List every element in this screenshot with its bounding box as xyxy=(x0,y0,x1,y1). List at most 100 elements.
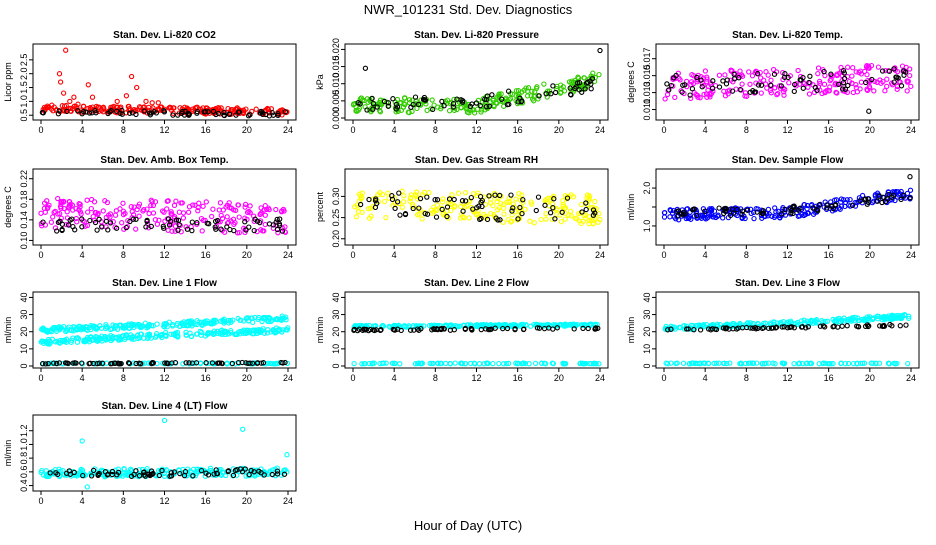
data-point xyxy=(370,360,376,366)
data-point xyxy=(576,80,583,86)
data-point xyxy=(704,76,710,82)
data-point xyxy=(180,361,186,367)
x-tick-label: 16 xyxy=(513,373,523,383)
data-point xyxy=(67,108,74,114)
data-point xyxy=(800,85,806,91)
data-point xyxy=(716,72,723,78)
data-point xyxy=(227,329,234,336)
data-point xyxy=(680,323,687,329)
y-axis-label: Licor ppm xyxy=(3,62,13,102)
data-point xyxy=(503,360,509,367)
data-point xyxy=(419,216,425,222)
x-tick-label: 20 xyxy=(554,373,564,383)
y-tick-label: 0.015 xyxy=(331,55,341,78)
data-point xyxy=(534,325,541,331)
data-point xyxy=(903,322,909,328)
data-point xyxy=(218,226,224,232)
data-point xyxy=(248,467,254,474)
data-point xyxy=(414,196,421,202)
data-point xyxy=(63,102,69,109)
data-point xyxy=(71,469,77,476)
data-point xyxy=(757,75,764,81)
data-point xyxy=(250,327,256,333)
data-point xyxy=(221,109,227,116)
data-point xyxy=(857,68,864,74)
data-point xyxy=(89,337,96,343)
data-point xyxy=(722,72,728,78)
data-point xyxy=(840,68,847,74)
data-point xyxy=(277,327,283,333)
data-point xyxy=(414,212,421,218)
panel-title: Stan. Dev. Li-820 Temp. xyxy=(732,30,843,41)
data-point xyxy=(38,339,44,345)
data-point xyxy=(221,320,227,326)
data-point xyxy=(396,190,402,196)
data-point xyxy=(487,200,494,206)
data-point xyxy=(39,361,46,367)
data-point xyxy=(791,325,797,331)
data-point xyxy=(380,322,386,329)
y-tick-label: 0.30 xyxy=(331,188,341,206)
data-point xyxy=(369,95,375,102)
data-point xyxy=(549,360,556,366)
data-point xyxy=(713,360,719,366)
data-point xyxy=(808,317,814,323)
data-point xyxy=(725,91,731,97)
x-tick-label: 4 xyxy=(703,250,708,260)
chart-panel: Stan. Dev. Sample Flow 0 4 8 12 16 20 24 1.0 2.0 m… xyxy=(626,155,920,260)
data-point xyxy=(427,360,433,367)
data-point xyxy=(144,206,150,212)
x-tick-label: 12 xyxy=(159,125,169,135)
panel-title: Stan. Dev. Line 2 Flow xyxy=(424,278,529,289)
data-point xyxy=(842,86,849,92)
data-point xyxy=(229,107,236,113)
data-point xyxy=(805,324,811,330)
outlier-point xyxy=(362,65,369,71)
data-point xyxy=(413,189,420,195)
outlier-point xyxy=(123,93,130,99)
data-point xyxy=(830,205,837,212)
data-point xyxy=(245,317,252,324)
data-point xyxy=(786,80,792,86)
data-point xyxy=(754,209,760,215)
chart-panel: Stan. Dev. Li-820 Temp.0 4 8 12 16 20 240.0110… xyxy=(626,30,920,135)
data-point xyxy=(77,201,83,207)
data-point xyxy=(495,207,501,213)
data-point xyxy=(532,360,539,367)
data-point xyxy=(259,111,266,117)
data-point xyxy=(138,323,144,329)
data-point xyxy=(430,360,436,367)
data-point xyxy=(536,325,543,331)
data-point xyxy=(247,210,253,216)
y-tick-label: 0.020 xyxy=(331,38,341,61)
data-point xyxy=(85,209,91,215)
data-point xyxy=(385,100,392,106)
data-point xyxy=(107,211,114,217)
data-point xyxy=(197,328,203,334)
data-point xyxy=(808,360,814,366)
data-point xyxy=(156,217,162,223)
data-point xyxy=(752,324,758,331)
y-tick-label: 2.0 xyxy=(19,67,29,80)
data-point xyxy=(747,206,754,212)
data-point xyxy=(168,331,174,337)
data-point xyxy=(47,340,53,346)
data-point xyxy=(471,209,477,215)
data-point xyxy=(841,318,848,324)
data-point xyxy=(571,326,577,332)
data-point xyxy=(691,206,697,212)
data-point xyxy=(70,328,77,334)
data-point xyxy=(250,319,256,326)
x-tick-label: 12 xyxy=(471,250,481,260)
data-point xyxy=(892,67,898,73)
data-point xyxy=(400,104,407,110)
y-tick-label: 0.18 xyxy=(19,191,29,209)
data-point xyxy=(804,206,810,212)
y-tick-label: 1.5 xyxy=(19,81,29,94)
data-point xyxy=(282,229,288,235)
data-point xyxy=(273,206,279,213)
data-point xyxy=(509,218,515,224)
data-point xyxy=(473,322,479,328)
data-point xyxy=(720,215,726,221)
data-point xyxy=(39,338,45,344)
